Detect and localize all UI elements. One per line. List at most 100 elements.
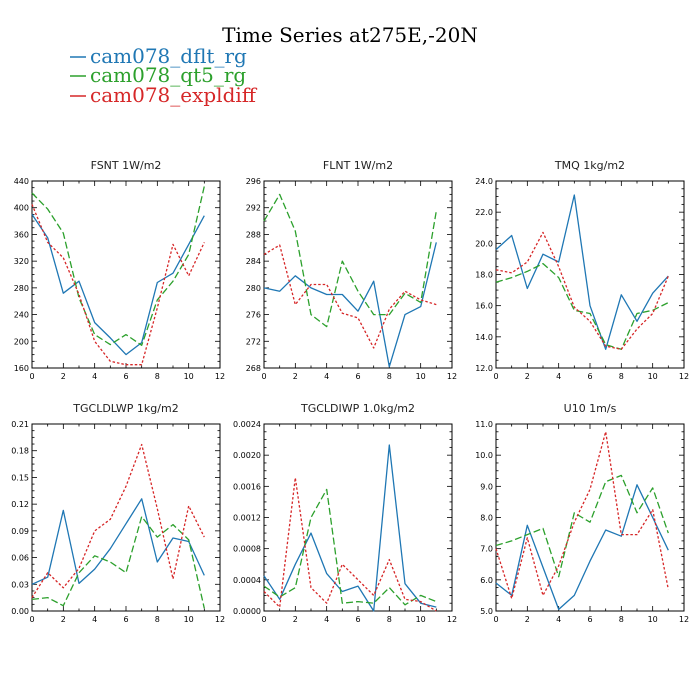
y-tick-label: 360 [14, 230, 29, 239]
y-tick-label: 0.00 [11, 607, 29, 616]
panel-title: FLNT 1W/m2 [323, 159, 393, 172]
y-tick-label: 22.0 [475, 208, 493, 217]
panel-title: TMQ 1kg/m2 [554, 159, 625, 172]
panel-title: U10 1m/s [564, 402, 617, 415]
x-tick-label: 6 [123, 372, 128, 381]
x-tick-label: 2 [293, 372, 298, 381]
x-tick-label: 6 [587, 615, 592, 624]
panel-3: TGCLDLWP 1kg/m2 0 2 4 6 8 10 12 0.00 0.03 0.06 0.09… [11, 402, 225, 624]
y-tick-label: 0.0024 [233, 420, 261, 429]
series-line-2 [31, 204, 205, 366]
y-tick-label: 276 [246, 311, 261, 320]
x-tick-label: 4 [324, 615, 329, 624]
panels: FSNT 1W/m20 2 4 6 8 10 12160200240280320360400… [11, 159, 689, 624]
x-tick-label: 10 [416, 615, 426, 624]
y-tick-label: 0.0004 [233, 576, 261, 585]
y-tick-label: 0.15 [11, 473, 29, 482]
x-tick-label: 6 [355, 372, 360, 381]
series-line-1 [263, 488, 437, 606]
x-tick-label: 0 [261, 615, 266, 624]
y-tick-label: 10.0 [475, 451, 493, 460]
x-tick-label: 2 [61, 372, 66, 381]
panel-title: TGCLDLWP 1kg/m2 [72, 402, 178, 415]
y-tick-label: 5.0 [480, 607, 493, 616]
series-line-2 [31, 443, 205, 598]
y-tick-label: 0.0008 [233, 545, 261, 554]
series-line-1 [495, 474, 669, 578]
y-tick-label: 200 [14, 337, 29, 346]
series-line-1 [31, 186, 205, 346]
y-tick-label: 18.0 [475, 271, 493, 280]
x-tick-label: 10 [648, 372, 658, 381]
x-tick-label: 12 [679, 615, 689, 624]
y-tick-label: 12.0 [475, 364, 493, 373]
x-tick-label: 0 [29, 615, 34, 624]
series-line-2 [263, 244, 437, 349]
y-tick-label: 268 [246, 364, 261, 373]
series-line-2 [495, 431, 669, 600]
y-tick-label: 288 [246, 230, 261, 239]
y-tick-label: 0.03 [11, 580, 29, 589]
x-tick-label: 8 [387, 372, 392, 381]
x-tick-label: 4 [556, 372, 561, 381]
x-tick-label: 0 [493, 615, 498, 624]
y-tick-label: 8.0 [480, 514, 493, 523]
x-tick-label: 8 [619, 615, 624, 624]
legend-label-expldiff: cam078_expldiff [90, 83, 258, 107]
series-line-0 [263, 242, 437, 368]
x-tick-label: 10 [184, 372, 194, 381]
x-tick-label: 6 [123, 615, 128, 624]
x-tick-label: 4 [556, 615, 561, 624]
series-line-0 [263, 444, 437, 612]
panel-2: TMQ 1kg/m2 0 2 4 6 8 10 12 12.0 14.0 16.0 18.0 20.0 2… [475, 159, 689, 381]
y-tick-label: 284 [246, 257, 261, 266]
legend-label-qt5: cam078_qt5_rg [90, 63, 246, 87]
panel-0: FSNT 1W/m2 0 2 4 6 8 10 12 160 200 240 280 320 360 400… [14, 159, 225, 381]
y-tick-label: 272 [246, 337, 261, 346]
series-line-2 [263, 477, 437, 612]
y-tick-label: 320 [14, 257, 29, 266]
panel-title: TGCLDIWP 1.0kg/m2 [300, 402, 415, 415]
plot-frame [495, 423, 685, 612]
x-tick-label: 8 [619, 372, 624, 381]
x-tick-label: 12 [215, 615, 225, 624]
y-tick-label: 400 [14, 204, 29, 213]
series-line-0 [495, 484, 669, 611]
series-line-0 [495, 194, 669, 350]
y-tick-label: 280 [246, 284, 261, 293]
y-tick-label: 296 [246, 177, 261, 186]
x-tick-label: 0 [29, 372, 34, 381]
y-tick-label: 6.0 [480, 576, 493, 585]
legend-item-expldiff: cam078_expldiff [70, 83, 258, 107]
x-tick-label: 2 [525, 372, 530, 381]
x-tick-label: 10 [184, 615, 194, 624]
x-tick-label: 10 [416, 372, 426, 381]
y-tick-label: 280 [14, 284, 29, 293]
x-tick-label: 10 [648, 615, 658, 624]
x-tick-label: 2 [293, 615, 298, 624]
series-line-0 [31, 498, 205, 585]
y-tick-label: 11.0 [475, 420, 493, 429]
panel-1: FLNT 1W/m2 0 2 4 6 8 10 12 268 272 276 280 284 288 292… [246, 159, 457, 381]
x-tick-label: 12 [447, 372, 457, 381]
y-tick-label: 7.0 [480, 545, 493, 554]
panel-title: FSNT 1W/m2 [91, 159, 162, 172]
y-tick-label: 20.0 [475, 239, 493, 248]
x-tick-label: 4 [92, 615, 97, 624]
x-tick-label: 4 [324, 372, 329, 381]
plot-frame [495, 180, 685, 369]
y-tick-label: 292 [246, 204, 261, 213]
x-tick-label: 8 [155, 372, 160, 381]
series-line-2 [495, 231, 669, 350]
y-tick-label: 0.12 [11, 500, 29, 509]
plot-frame [263, 423, 453, 612]
y-tick-label: 9.0 [480, 482, 493, 491]
y-tick-label: 0.0020 [233, 451, 261, 460]
x-tick-label: 8 [155, 615, 160, 624]
x-tick-label: 6 [587, 372, 592, 381]
plot-frame [31, 180, 221, 369]
x-tick-label: 6 [355, 615, 360, 624]
y-tick-label: 0.21 [11, 420, 29, 429]
x-tick-label: 2 [525, 615, 530, 624]
